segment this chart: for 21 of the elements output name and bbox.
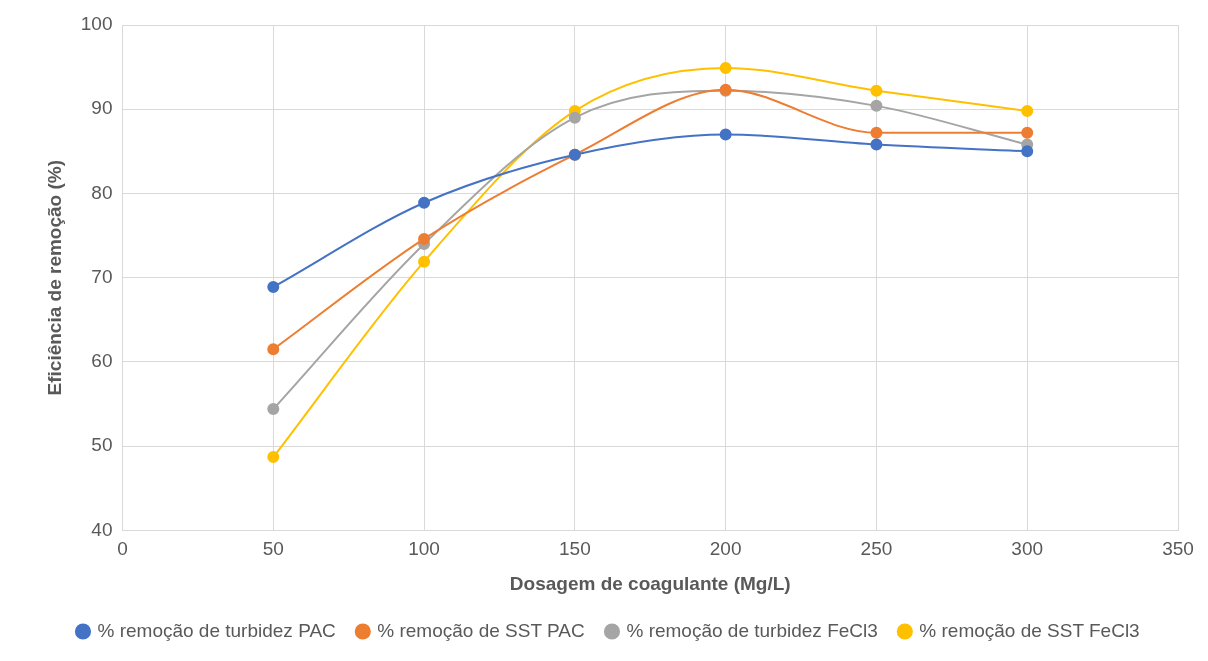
x-tick-label: 100: [408, 538, 440, 560]
legend-label: % remoção de SST FeCl3: [919, 619, 1140, 641]
y-tick-label: 90: [91, 97, 113, 119]
y-tick-label: 80: [91, 181, 113, 203]
y-tick-label: 60: [91, 350, 113, 372]
x-tick-label: 150: [559, 538, 591, 560]
x-tick-label: 0: [117, 538, 128, 560]
legend-label: % remoção de turbidez FeCl3: [626, 619, 878, 641]
x-tick-label: 200: [709, 538, 742, 560]
legend-label: % remoção de turbidez PAC: [97, 619, 336, 641]
x-tick-label: 350: [1162, 538, 1194, 560]
y-tick-label: 40: [91, 518, 113, 540]
y-tick-label: 70: [91, 265, 113, 287]
x-axis-title: Dosagem de coagulante (Mg/L): [509, 572, 791, 594]
legend-label: % remoção de SST PAC: [377, 619, 585, 641]
y-axis-title: Eficiência de remoção (%): [43, 159, 65, 396]
x-tick-label: 50: [262, 538, 284, 560]
y-tick-label: 50: [91, 434, 113, 456]
x-tick-label: 300: [1011, 538, 1044, 560]
x-tick-label: 250: [860, 538, 893, 560]
y-tick-label: 100: [80, 13, 113, 35]
